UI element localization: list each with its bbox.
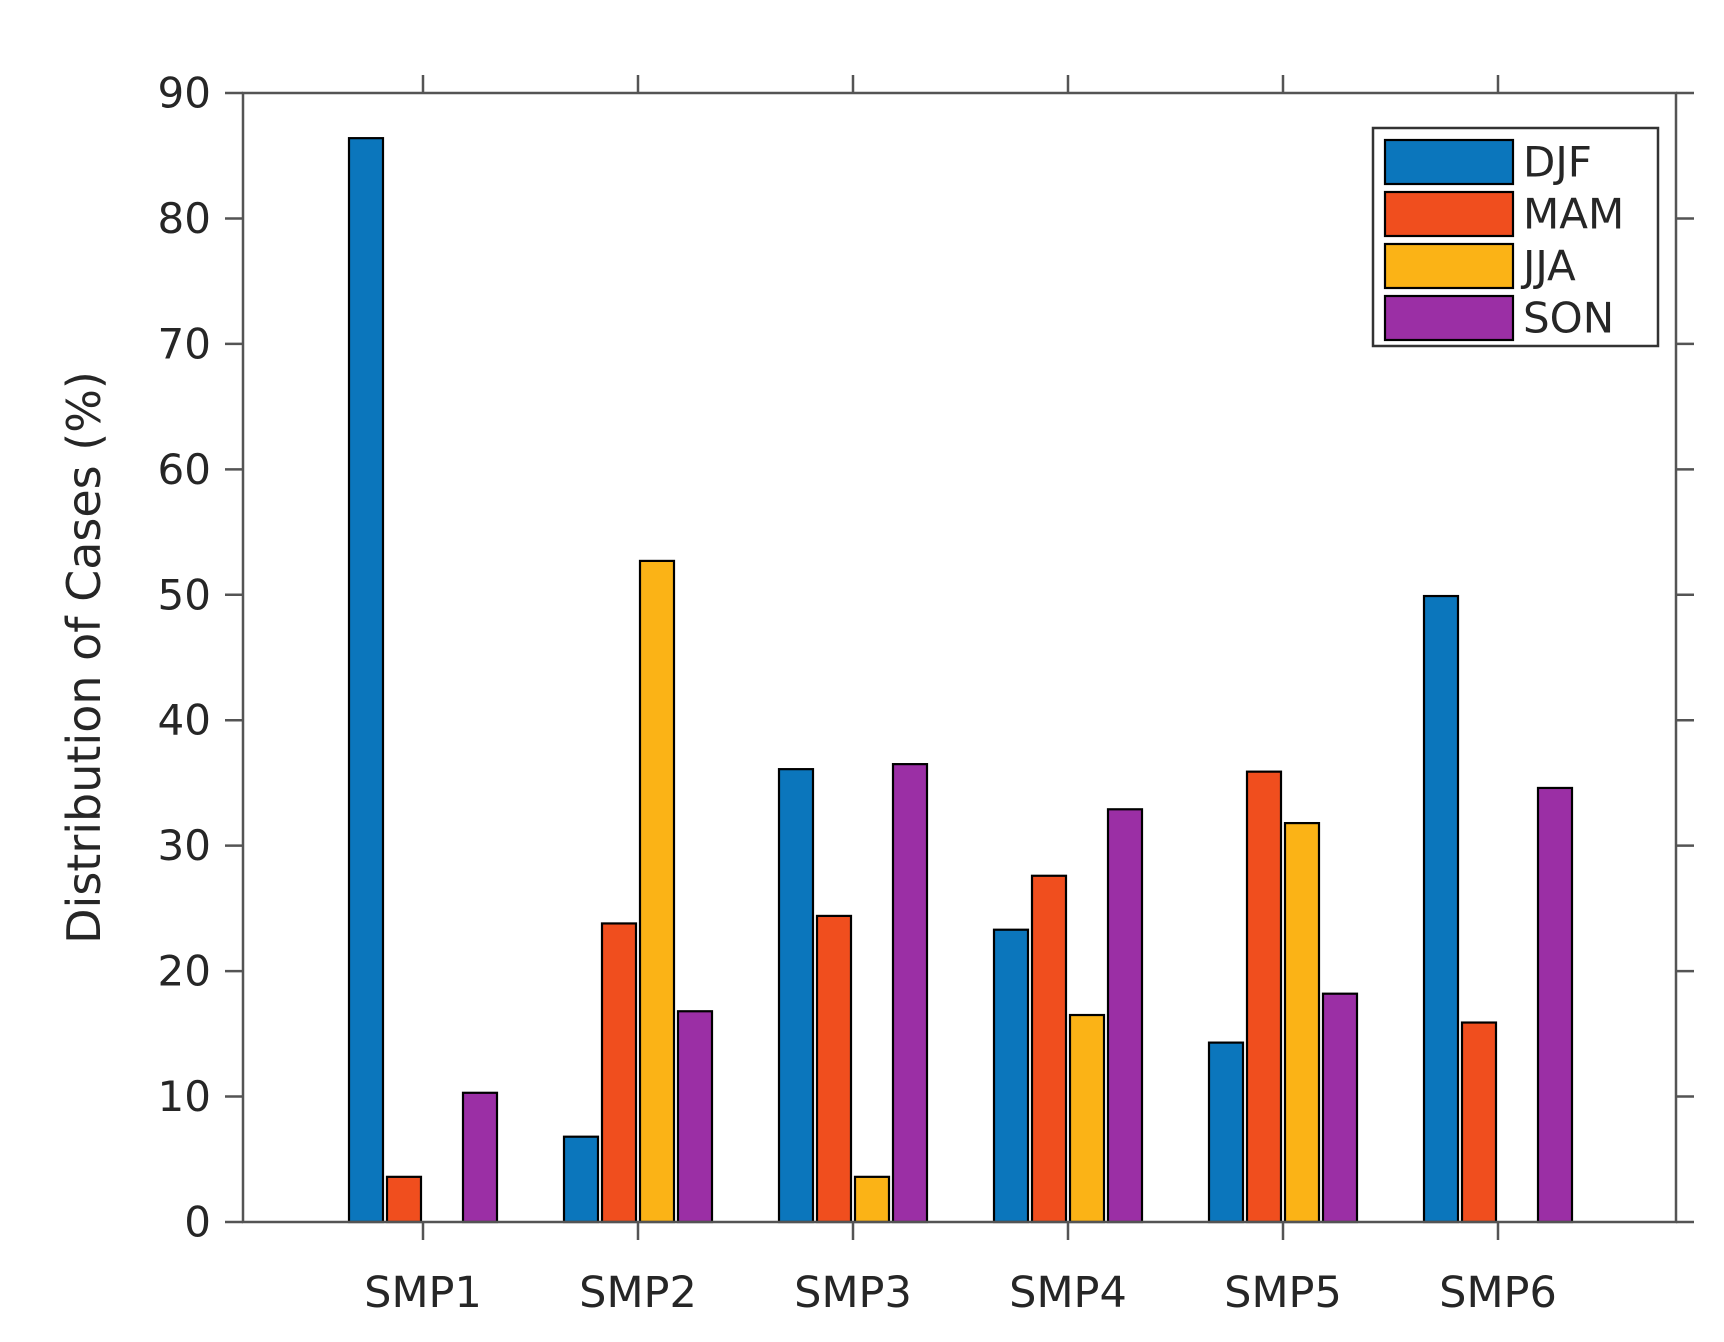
bar-jja-smp5 bbox=[1283, 821, 1321, 1224]
legend-swatch-mam bbox=[1383, 190, 1515, 238]
bar-mam-smp4 bbox=[1030, 874, 1068, 1224]
bar-son-smp4 bbox=[1106, 808, 1144, 1224]
bar-djf-smp6 bbox=[1422, 594, 1460, 1224]
y-axis-tick-label: 40 bbox=[158, 696, 211, 745]
y-axis-title: Distribution of Cases (%) bbox=[57, 371, 111, 944]
legend-swatch-jja bbox=[1383, 242, 1515, 290]
y-axis-tick-label: 20 bbox=[158, 947, 211, 996]
y-axis-tick-label: 50 bbox=[158, 570, 211, 619]
y-axis-tick-label: 10 bbox=[158, 1072, 211, 1121]
plot-box bbox=[241, 91, 1678, 1224]
x-axis-tick-label: SMP4 bbox=[1009, 1268, 1127, 1318]
legend-label-jja: JJA bbox=[1520, 242, 1576, 291]
bar-djf-smp4 bbox=[992, 928, 1030, 1224]
y-axis-tick-label: 60 bbox=[158, 445, 211, 494]
x-axis-tick-label: SMP3 bbox=[794, 1268, 912, 1318]
x-axis-tick-label: SMP6 bbox=[1439, 1268, 1557, 1318]
bar-mam-smp5 bbox=[1245, 770, 1283, 1224]
y-axis-tick-label: 90 bbox=[158, 69, 211, 118]
bar-djf-smp5 bbox=[1207, 1041, 1245, 1224]
legend-swatch-son bbox=[1383, 294, 1515, 342]
bar-djf-smp3 bbox=[777, 768, 815, 1224]
legend-label-djf: DJF bbox=[1523, 138, 1592, 187]
bar-son-smp3 bbox=[891, 763, 929, 1224]
bar-mam-smp6 bbox=[1460, 1021, 1498, 1224]
bar-mam-smp3 bbox=[815, 914, 853, 1224]
y-axis-tick-label: 80 bbox=[158, 194, 211, 243]
y-axis-tick-label: 30 bbox=[158, 821, 211, 870]
bar-djf-smp2 bbox=[562, 1135, 600, 1224]
bar-son-smp5 bbox=[1321, 992, 1359, 1224]
bar-mam-smp2 bbox=[600, 922, 638, 1224]
bar-mam-smp1 bbox=[385, 1175, 423, 1224]
bar-son-smp2 bbox=[676, 1010, 714, 1224]
x-axis-tick-label: SMP5 bbox=[1224, 1268, 1342, 1318]
y-axis-tick-label: 0 bbox=[184, 1198, 211, 1247]
bar-jja-smp4 bbox=[1068, 1013, 1106, 1224]
y-axis-tick-label: 70 bbox=[158, 319, 211, 368]
legend-swatch-djf bbox=[1383, 138, 1515, 186]
legend-label-mam: MAM bbox=[1523, 190, 1624, 239]
bar-jja-smp3 bbox=[853, 1175, 891, 1224]
bar-djf-smp1 bbox=[347, 137, 385, 1224]
bar-son-smp1 bbox=[461, 1091, 499, 1224]
x-axis-tick-label: SMP2 bbox=[579, 1268, 697, 1318]
x-axis-tick-label: SMP1 bbox=[364, 1268, 482, 1318]
legend-label-son: SON bbox=[1523, 294, 1614, 343]
bar-jja-smp2 bbox=[638, 559, 676, 1224]
bar-son-smp6 bbox=[1536, 786, 1574, 1224]
